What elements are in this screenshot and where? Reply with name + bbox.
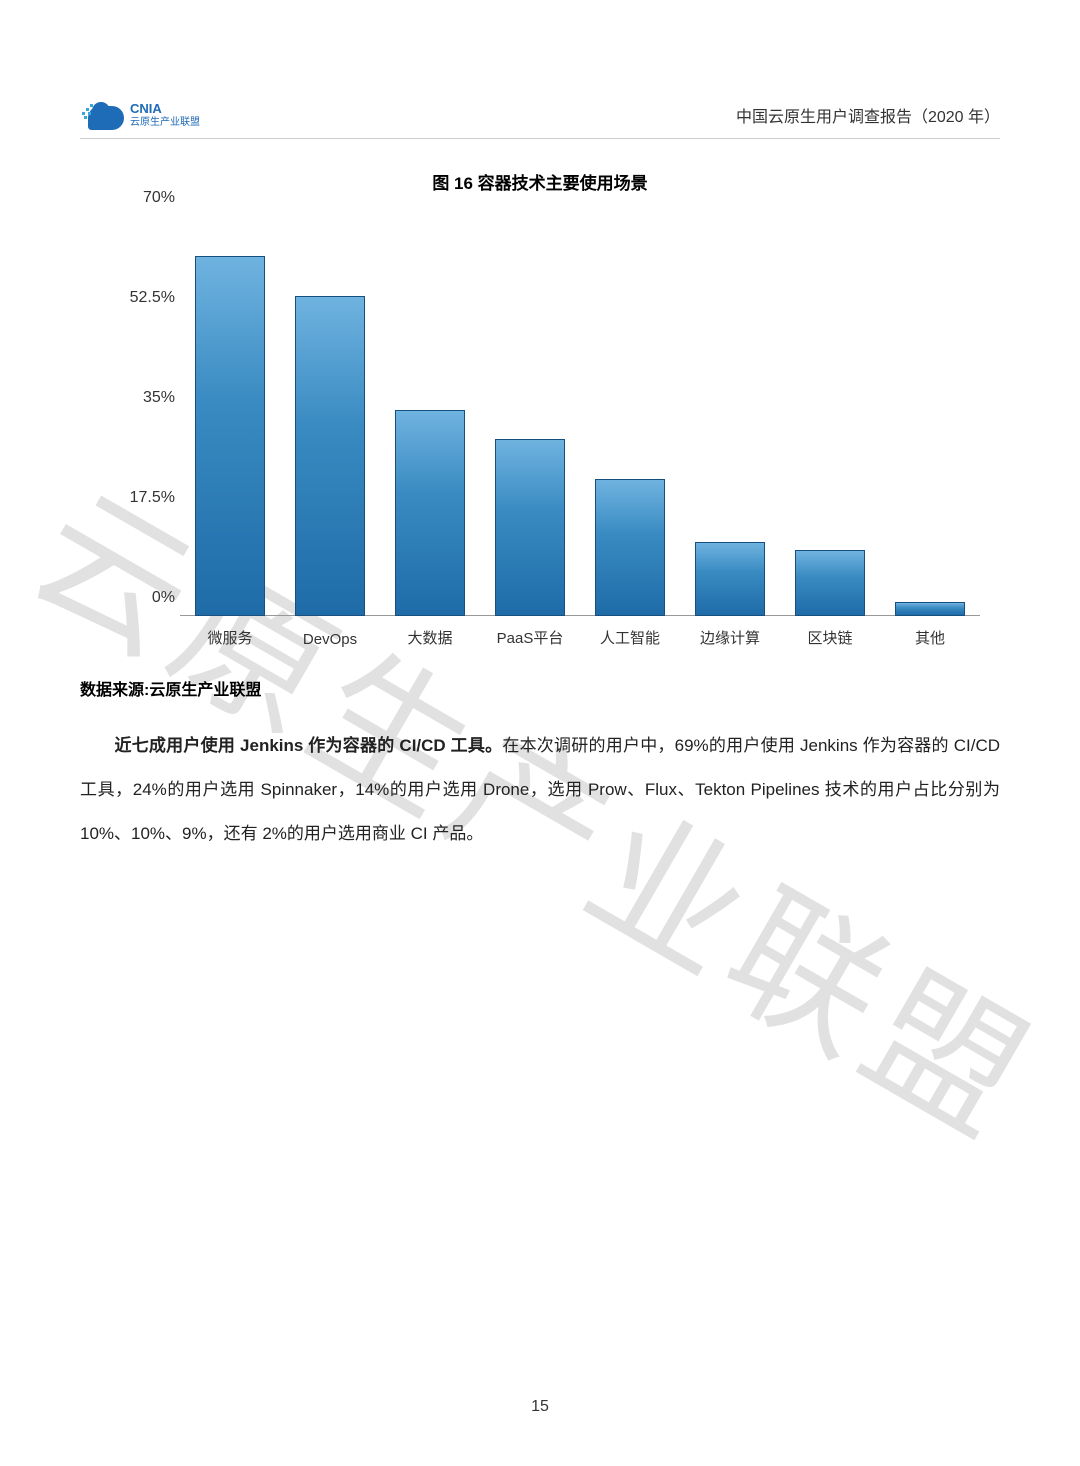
page-content: CNIA 云原生产业联盟 中国云原生用户调查报告（2020 年） 图 16 容器…: [0, 0, 1080, 897]
chart-bar: [495, 439, 565, 616]
chart-bar: [795, 550, 865, 616]
logo-main-text: CNIA: [130, 101, 200, 117]
data-source: 数据来源:云原生产业联盟: [80, 676, 1000, 700]
x-axis-label: 人工智能: [580, 627, 680, 648]
body-paragraph: 近七成用户使用 Jenkins 作为容器的 CI/CD 工具。在本次调研的用户中…: [80, 724, 1000, 857]
chart-bar: [895, 602, 965, 616]
chart-bar: [195, 256, 265, 616]
x-axis-label: 微服务: [180, 627, 280, 648]
y-axis-tick: 70%: [80, 189, 175, 207]
chart-bar: [695, 542, 765, 616]
y-axis-tick: 35%: [80, 389, 175, 407]
logo-sub-text: 云原生产业联盟: [130, 117, 200, 129]
cloud-icon: [80, 100, 124, 130]
document-title: 中国云原生用户调查报告（2020 年）: [736, 103, 1000, 127]
page-number: 15: [0, 1398, 1080, 1416]
x-axis-label: 边缘计算: [680, 627, 780, 648]
cnia-logo: CNIA 云原生产业联盟: [80, 100, 200, 130]
y-axis-tick: 52.5%: [80, 289, 175, 307]
x-axis-label: PaaS平台: [480, 627, 580, 648]
chart-bar: [395, 410, 465, 616]
x-axis-label: 其他: [880, 627, 980, 648]
bar-chart: 0%17.5%35%52.5%70%微服务DevOps大数据PaaS平台人工智能…: [80, 206, 1000, 666]
chart-bar: [595, 479, 665, 616]
page-header: CNIA 云原生产业联盟 中国云原生用户调查报告（2020 年）: [80, 100, 1000, 139]
x-axis-label: 区块链: [780, 627, 880, 648]
chart-bar: [295, 296, 365, 616]
x-axis-label: DevOps: [280, 631, 380, 648]
y-axis-tick: 0%: [80, 589, 175, 607]
y-axis-tick: 17.5%: [80, 489, 175, 507]
chart-title: 图 16 容器技术主要使用场景: [80, 169, 1000, 194]
paragraph-lead: 近七成用户使用 Jenkins 作为容器的 CI/CD 工具。: [114, 736, 502, 755]
x-axis-label: 大数据: [380, 627, 480, 648]
